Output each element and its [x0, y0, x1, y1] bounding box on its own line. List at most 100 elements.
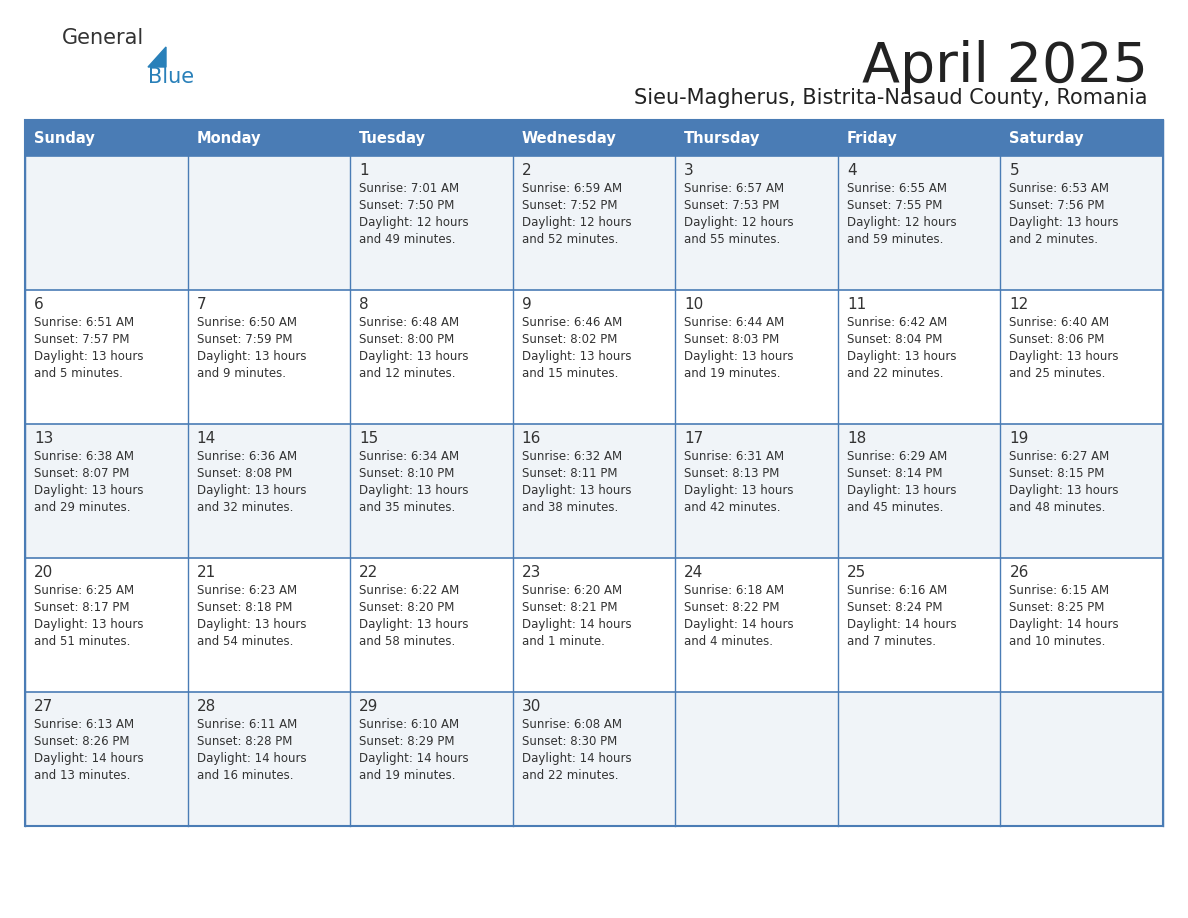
Text: Daylight: 13 hours: Daylight: 13 hours [847, 350, 956, 363]
Bar [350, 692, 513, 826]
Text: Daylight: 13 hours: Daylight: 13 hours [684, 350, 794, 363]
Text: and 16 minutes.: and 16 minutes. [196, 769, 293, 782]
Text: and 59 minutes.: and 59 minutes. [847, 233, 943, 246]
Text: Sunrise: 6:53 AM: Sunrise: 6:53 AM [1010, 182, 1110, 195]
Text: Daylight: 13 hours: Daylight: 13 hours [34, 484, 144, 497]
Text: 15: 15 [359, 431, 379, 446]
Text: Sunset: 8:24 PM: Sunset: 8:24 PM [847, 601, 942, 614]
Bar [188, 290, 350, 424]
Text: 23: 23 [522, 565, 541, 580]
Text: Sunrise: 6:32 AM: Sunrise: 6:32 AM [522, 450, 621, 463]
Bar [513, 558, 675, 692]
Text: Sunrise: 6:16 AM: Sunrise: 6:16 AM [847, 584, 947, 597]
Text: and 15 minutes.: and 15 minutes. [522, 367, 618, 380]
Text: Sunset: 8:30 PM: Sunset: 8:30 PM [522, 735, 617, 748]
Text: Daylight: 14 hours: Daylight: 14 hours [684, 618, 794, 631]
Text: Sunset: 8:15 PM: Sunset: 8:15 PM [1010, 467, 1105, 480]
Text: and 5 minutes.: and 5 minutes. [34, 367, 122, 380]
Text: 11: 11 [847, 297, 866, 312]
Text: Sunrise: 6:57 AM: Sunrise: 6:57 AM [684, 182, 784, 195]
Text: Daylight: 14 hours: Daylight: 14 hours [847, 618, 956, 631]
Text: Daylight: 13 hours: Daylight: 13 hours [522, 484, 631, 497]
Text: and 35 minutes.: and 35 minutes. [359, 501, 455, 514]
Text: Sunset: 8:26 PM: Sunset: 8:26 PM [34, 735, 129, 748]
Text: Sunrise: 6:25 AM: Sunrise: 6:25 AM [34, 584, 134, 597]
Text: Wednesday: Wednesday [522, 130, 617, 145]
Bar [1000, 692, 1163, 826]
Text: Sunset: 8:18 PM: Sunset: 8:18 PM [196, 601, 292, 614]
Text: Daylight: 13 hours: Daylight: 13 hours [1010, 350, 1119, 363]
Text: 17: 17 [684, 431, 703, 446]
Bar [838, 156, 1000, 290]
Text: Daylight: 13 hours: Daylight: 13 hours [1010, 484, 1119, 497]
Text: Sunset: 8:00 PM: Sunset: 8:00 PM [359, 333, 454, 346]
Text: Sunset: 8:08 PM: Sunset: 8:08 PM [196, 467, 292, 480]
Text: Sunrise: 6:18 AM: Sunrise: 6:18 AM [684, 584, 784, 597]
Text: Daylight: 13 hours: Daylight: 13 hours [359, 618, 468, 631]
Bar [25, 290, 188, 424]
Text: Sunset: 8:28 PM: Sunset: 8:28 PM [196, 735, 292, 748]
Bar [513, 692, 675, 826]
Text: Daylight: 14 hours: Daylight: 14 hours [522, 752, 631, 765]
Text: Sunset: 8:14 PM: Sunset: 8:14 PM [847, 467, 942, 480]
Text: 6: 6 [34, 297, 44, 312]
Text: Daylight: 12 hours: Daylight: 12 hours [847, 216, 956, 229]
Text: Sunrise: 6:46 AM: Sunrise: 6:46 AM [522, 316, 623, 329]
Text: and 13 minutes.: and 13 minutes. [34, 769, 131, 782]
Bar [188, 424, 350, 558]
Text: Sunrise: 6:23 AM: Sunrise: 6:23 AM [196, 584, 297, 597]
Text: Tuesday: Tuesday [359, 130, 426, 145]
Text: Daylight: 13 hours: Daylight: 13 hours [522, 350, 631, 363]
Text: Sunrise: 6:50 AM: Sunrise: 6:50 AM [196, 316, 297, 329]
Text: Sunrise: 6:27 AM: Sunrise: 6:27 AM [1010, 450, 1110, 463]
Text: Sunset: 8:11 PM: Sunset: 8:11 PM [522, 467, 618, 480]
Text: Daylight: 14 hours: Daylight: 14 hours [1010, 618, 1119, 631]
Bar [1000, 156, 1163, 290]
Bar [25, 692, 188, 826]
Text: 13: 13 [34, 431, 53, 446]
Text: 19: 19 [1010, 431, 1029, 446]
Text: Sunset: 8:07 PM: Sunset: 8:07 PM [34, 467, 129, 480]
Text: and 32 minutes.: and 32 minutes. [196, 501, 293, 514]
Bar [675, 156, 838, 290]
Text: Sunset: 8:17 PM: Sunset: 8:17 PM [34, 601, 129, 614]
Text: and 19 minutes.: and 19 minutes. [359, 769, 456, 782]
Bar [188, 558, 350, 692]
Text: Saturday: Saturday [1010, 130, 1083, 145]
Bar [675, 290, 838, 424]
Text: 20: 20 [34, 565, 53, 580]
Bar [675, 692, 838, 826]
Text: and 52 minutes.: and 52 minutes. [522, 233, 618, 246]
Bar [513, 424, 675, 558]
Text: Sunrise: 6:44 AM: Sunrise: 6:44 AM [684, 316, 784, 329]
Bar [188, 692, 350, 826]
Text: Thursday: Thursday [684, 130, 760, 145]
Bar [25, 156, 188, 290]
Text: and 19 minutes.: and 19 minutes. [684, 367, 781, 380]
Text: Sunrise: 6:29 AM: Sunrise: 6:29 AM [847, 450, 947, 463]
Text: and 4 minutes.: and 4 minutes. [684, 635, 773, 648]
Text: 5: 5 [1010, 163, 1019, 178]
Bar [675, 558, 838, 692]
Text: 14: 14 [196, 431, 216, 446]
Text: Sieu-Magherus, Bistrita-Nasaud County, Romania: Sieu-Magherus, Bistrita-Nasaud County, R… [634, 88, 1148, 108]
Text: Blue: Blue [148, 67, 194, 87]
Text: Daylight: 12 hours: Daylight: 12 hours [359, 216, 469, 229]
Bar [188, 120, 350, 156]
Text: Sunrise: 6:40 AM: Sunrise: 6:40 AM [1010, 316, 1110, 329]
Text: and 1 minute.: and 1 minute. [522, 635, 605, 648]
Text: Sunset: 8:13 PM: Sunset: 8:13 PM [684, 467, 779, 480]
Text: Monday: Monday [196, 130, 261, 145]
Text: Sunset: 8:02 PM: Sunset: 8:02 PM [522, 333, 617, 346]
Bar [675, 120, 838, 156]
Text: Daylight: 13 hours: Daylight: 13 hours [196, 484, 307, 497]
Text: Sunset: 8:20 PM: Sunset: 8:20 PM [359, 601, 455, 614]
Text: Sunrise: 6:59 AM: Sunrise: 6:59 AM [522, 182, 621, 195]
Text: 28: 28 [196, 699, 216, 714]
Bar [25, 120, 1163, 826]
Bar [350, 424, 513, 558]
Text: 24: 24 [684, 565, 703, 580]
Text: Daylight: 13 hours: Daylight: 13 hours [684, 484, 794, 497]
Text: Sunset: 7:50 PM: Sunset: 7:50 PM [359, 199, 455, 212]
Text: Sunset: 8:25 PM: Sunset: 8:25 PM [1010, 601, 1105, 614]
